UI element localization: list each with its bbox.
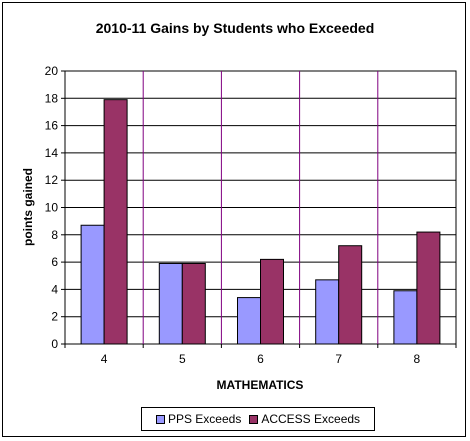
bar-pps-6 — [237, 297, 261, 345]
y-tick-label: 14 — [45, 146, 59, 160]
legend-entry-pps: PPS Exceeds — [155, 412, 242, 426]
y-tick-label: 10 — [45, 201, 59, 215]
y-tick-labels: 0 2 4 6 8 10 12 14 16 18 20 — [45, 64, 65, 351]
legend: PPS Exceeds ACCESS Exceeds — [141, 407, 375, 431]
legend-swatch-access — [249, 414, 259, 424]
bar-access-8 — [416, 231, 441, 345]
x-tick-labels: 4 5 6 7 8 — [64, 344, 457, 366]
y-tick-label: 4 — [51, 282, 58, 296]
bar-access-5 — [181, 262, 206, 345]
bar-pps-5 — [158, 262, 183, 345]
legend-label-access: ACCESS Exceeds — [261, 412, 361, 426]
x-tick-label: 7 — [335, 352, 342, 366]
x-axis-label: MATHEMATICS — [217, 378, 304, 392]
chart-title: 2010-11 Gains by Students who Exceeded — [95, 20, 375, 36]
bar-access-7 — [338, 245, 363, 345]
bar-pps-7 — [315, 279, 340, 345]
x-tick-label: 4 — [101, 352, 108, 366]
legend-label-pps: PPS Exceeds — [167, 412, 242, 426]
bar-pps-8 — [393, 290, 418, 345]
bar-access-6 — [260, 258, 284, 345]
y-tick-label: 20 — [45, 64, 59, 78]
y-tick-label: 16 — [45, 119, 59, 133]
x-tick-label: 6 — [257, 352, 264, 366]
category-dividers — [142, 71, 379, 344]
y-tick-label: 6 — [51, 255, 58, 269]
y-tick-label: 2 — [51, 310, 58, 324]
x-tick-label: 5 — [179, 352, 186, 366]
y-tick-label: 12 — [45, 173, 59, 187]
y-tick-label: 0 — [51, 337, 58, 351]
legend-swatch-pps — [155, 414, 165, 424]
x-tick-label: 8 — [414, 352, 421, 366]
bar-pps-4 — [80, 224, 105, 345]
bars — [80, 99, 441, 345]
bar-access-4 — [103, 99, 128, 345]
legend-entry-access: ACCESS Exceeds — [249, 412, 360, 426]
y-axis-label: points gained — [21, 168, 35, 246]
y-tick-label: 18 — [45, 91, 59, 105]
y-tick-label: 8 — [51, 228, 58, 242]
